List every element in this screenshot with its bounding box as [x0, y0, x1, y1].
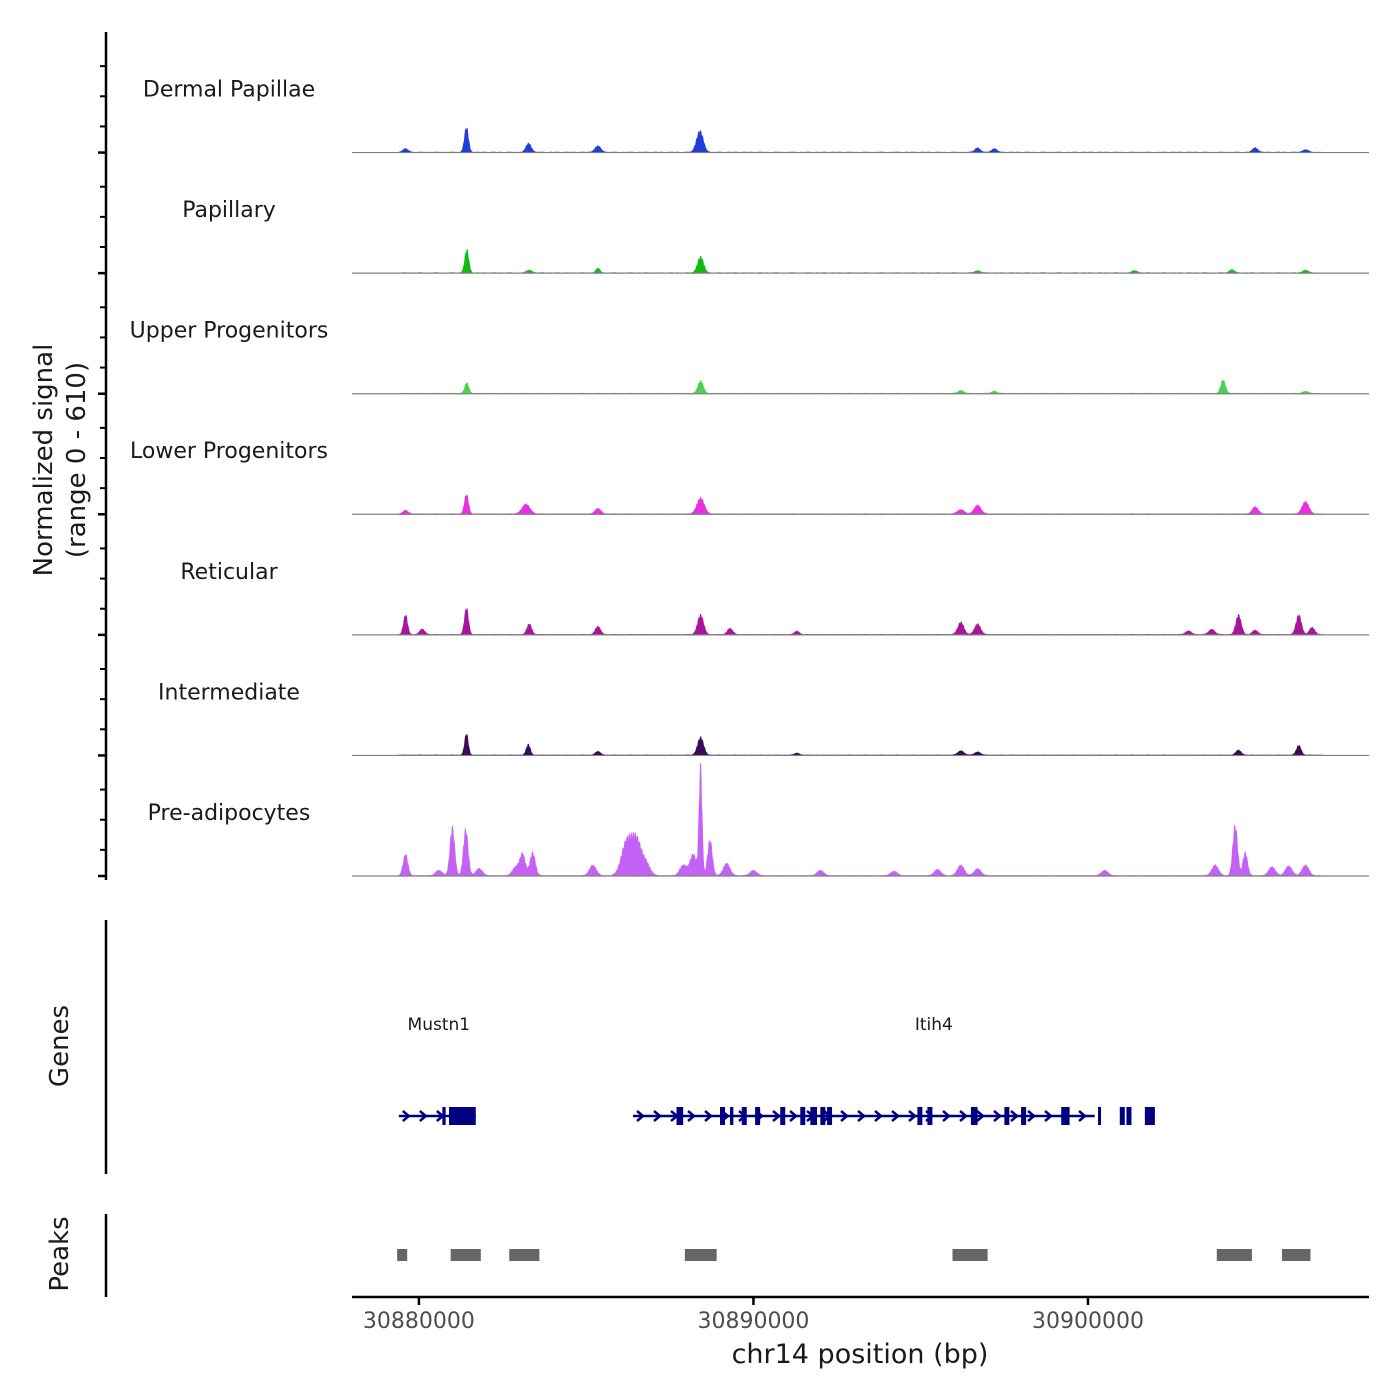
- strand-arrow: [687, 1110, 696, 1122]
- genes-track: Mustn1 Itih4: [398, 1015, 1155, 1125]
- gene-exon: [1098, 1107, 1102, 1125]
- gene-name: Itih4: [915, 1015, 953, 1035]
- gene-exon: [1119, 1107, 1125, 1125]
- gene-exon: [820, 1107, 826, 1125]
- gene-exon: [927, 1107, 933, 1125]
- gene-exon: [800, 1107, 806, 1125]
- peak-region: [450, 1249, 481, 1261]
- coverage-track: Reticular: [180, 560, 1369, 636]
- gene-exon: [1021, 1107, 1027, 1125]
- coverage-track: Intermediate: [158, 680, 1369, 757]
- gene-exon: [827, 1107, 833, 1125]
- strand-arrow: [942, 1110, 951, 1122]
- gene-exon: [741, 1107, 747, 1125]
- genes-track-label: Genes: [45, 1005, 75, 1087]
- gene-exon: [1144, 1107, 1155, 1125]
- peak-region: [684, 1249, 717, 1261]
- strand-arrow: [959, 1110, 968, 1122]
- track-label: Upper Progenitors: [130, 319, 329, 344]
- gene-exon: [1126, 1107, 1132, 1125]
- x-axis-ticks: 30880000 30890000 30900000: [363, 1297, 1144, 1334]
- strand-arrow: [789, 1110, 798, 1122]
- gene-exon: [755, 1107, 761, 1125]
- strand-arrow: [874, 1110, 883, 1122]
- coverage-track: Pre-adipocytes: [148, 763, 1369, 877]
- track-label: Intermediate: [158, 680, 300, 705]
- strand-arrow: [772, 1110, 781, 1122]
- gene-exon: [442, 1107, 446, 1125]
- track-label: Lower Progenitors: [130, 439, 328, 464]
- strand-arrow: [1044, 1110, 1053, 1122]
- peaks-track-label: Peaks: [45, 1216, 75, 1291]
- strand-arrow: [993, 1110, 1002, 1122]
- gene-model: Mustn1: [398, 1015, 476, 1125]
- peak-region: [1282, 1249, 1311, 1261]
- x-tick-label: 30890000: [697, 1309, 809, 1334]
- gene-exon: [449, 1107, 476, 1125]
- track-label: Reticular: [180, 560, 278, 585]
- coverage-tracks: Dermal Papillae Papillary Upper Progenitor…: [130, 78, 1369, 877]
- gene-exon: [917, 1107, 923, 1125]
- strand-arrow: [1078, 1110, 1087, 1122]
- x-tick-label: 30900000: [1032, 1309, 1144, 1334]
- strand-arrow: [891, 1110, 900, 1122]
- strand-arrow: [857, 1110, 866, 1122]
- coverage-track: Papillary: [182, 198, 1369, 274]
- strand-arrow: [840, 1110, 849, 1122]
- coverage-track: Upper Progenitors: [130, 319, 1369, 395]
- strand-arrow: [908, 1110, 917, 1122]
- coverage-track: Lower Progenitors: [130, 439, 1369, 515]
- gene-exon: [810, 1107, 818, 1125]
- x-axis-label: chr14 position (bp): [732, 1339, 989, 1370]
- coverage-track: Dermal Papillae: [143, 78, 1369, 154]
- peaks-track: [397, 1249, 1311, 1261]
- coverage-axis: [98, 32, 108, 880]
- strand-arrow: [636, 1110, 645, 1122]
- y-axis-label: Normalized signal: [29, 344, 59, 577]
- gene-exon: [730, 1107, 734, 1125]
- strand-arrow: [419, 1110, 428, 1122]
- peak-region: [397, 1249, 408, 1261]
- gene-exon: [719, 1107, 726, 1125]
- peak-region: [1216, 1249, 1252, 1261]
- track-label: Papillary: [182, 198, 276, 223]
- strand-arrow: [1010, 1110, 1019, 1122]
- strand-arrow: [976, 1110, 985, 1122]
- gene-model: Itih4: [633, 1015, 1155, 1125]
- peak-region: [509, 1249, 540, 1261]
- gene-exon: [676, 1107, 684, 1125]
- track-label: Dermal Papillae: [143, 78, 315, 103]
- gene-exon: [970, 1107, 978, 1125]
- strand-arrow: [402, 1110, 411, 1122]
- gene-exon: [1061, 1107, 1070, 1125]
- strand-arrow: [653, 1110, 662, 1122]
- gene-exon: [1004, 1107, 1010, 1125]
- gene-name: Mustn1: [408, 1015, 471, 1035]
- x-tick-label: 30880000: [363, 1309, 475, 1334]
- y-axis-range-label: (range 0 - 610): [62, 362, 92, 558]
- strand-arrow: [1027, 1110, 1036, 1122]
- track-label: Pre-adipocytes: [148, 801, 311, 826]
- gene-exon: [780, 1107, 786, 1125]
- peak-region: [952, 1249, 988, 1261]
- strand-arrow: [704, 1110, 713, 1122]
